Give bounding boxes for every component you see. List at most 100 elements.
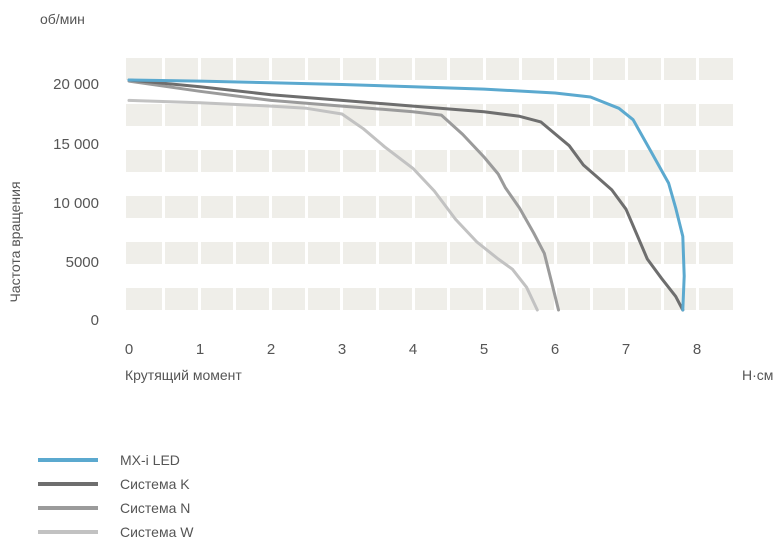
grid-cell [628, 104, 661, 126]
grid-cell [450, 104, 483, 126]
grid-cell [699, 58, 733, 80]
x-unit-label: Н·см [742, 367, 773, 383]
grid-cell [236, 242, 269, 264]
grid-cell [201, 196, 233, 218]
legend-label: Система K [120, 476, 190, 492]
grid-cell [664, 150, 696, 172]
series-line [127, 98, 539, 312]
grid-cell [379, 242, 412, 264]
x-tick-label: 6 [551, 341, 559, 358]
grid-cell [126, 150, 162, 172]
grid-cell [308, 196, 340, 218]
grid-cell [379, 150, 412, 172]
x-tick-label: 1 [196, 341, 204, 358]
grid-cell [126, 288, 162, 310]
grid-cell [699, 196, 733, 218]
grid-cell [272, 196, 305, 218]
y-unit-label: об/мин [40, 11, 85, 27]
legend: MX-i LED Система K Система N Система W [38, 452, 194, 540]
x-tick-label: 7 [622, 341, 630, 358]
grid-cell [557, 104, 590, 126]
grid-cell [272, 104, 305, 126]
grid-cell [557, 196, 590, 218]
x-tick-label: 3 [338, 341, 346, 358]
grid-cell [201, 150, 233, 172]
grid-cell [522, 150, 554, 172]
grid-cell [308, 58, 340, 80]
grid-cell [272, 150, 305, 172]
x-tick-label: 2 [267, 341, 275, 358]
x-tick-label: 8 [693, 341, 701, 358]
grid-cell [664, 196, 696, 218]
grid-cell [236, 150, 269, 172]
grid-cell [522, 288, 554, 310]
x-tick-label: 4 [409, 341, 417, 358]
grid-cell [699, 150, 733, 172]
x-tick-label: 5 [480, 341, 488, 358]
grid-cell [557, 58, 590, 80]
grid-cell [165, 58, 198, 80]
grid-cell [379, 196, 412, 218]
grid-cell [415, 150, 447, 172]
grid-cell [126, 104, 162, 126]
grid-cell [593, 104, 625, 126]
grid-cell [628, 58, 661, 80]
grid-cell [165, 104, 198, 126]
grid-cell [486, 196, 519, 218]
grid-cell [593, 242, 625, 264]
grid-cell [308, 104, 340, 126]
grid-cell [522, 242, 554, 264]
grid-cell [486, 242, 519, 264]
grid-cell [165, 196, 198, 218]
grid-cell [415, 196, 447, 218]
y-tick-label: 0 [91, 312, 99, 329]
y-tick-label: 15 000 [53, 136, 99, 153]
grid-cell [308, 242, 340, 264]
grid-cell [486, 150, 519, 172]
grid-cell [486, 288, 519, 310]
grid-cell [557, 242, 590, 264]
grid-cell [165, 150, 198, 172]
y-tick-label: 10 000 [53, 195, 99, 212]
grid-cell [165, 242, 198, 264]
grid-cell [236, 58, 269, 80]
grid-cell [522, 196, 554, 218]
grid-cell [201, 58, 233, 80]
grid-cell [486, 58, 519, 80]
grid-cell [343, 58, 376, 80]
tick-labels: 0 1 2 3 4 5 6 7 8 0 5000 10 000 15 000 20 000 [53, 76, 701, 358]
legend-label: Система N [120, 500, 190, 516]
y-tick-label: 20 000 [53, 76, 99, 93]
grid-cell [165, 288, 198, 310]
grid-cell [126, 196, 162, 218]
grid-cell [272, 242, 305, 264]
grid-cell [450, 242, 483, 264]
grid-cell [343, 288, 376, 310]
grid-cell [557, 150, 590, 172]
grid-cell [557, 288, 590, 310]
x-tick-label: 0 [125, 341, 133, 358]
grid-cell [593, 150, 625, 172]
grid-cell [126, 242, 162, 264]
legend-label: Система W [120, 524, 194, 540]
grid-cell [126, 58, 162, 80]
grid-cell [415, 242, 447, 264]
x-axis-title: Крутящий момент [125, 367, 242, 383]
grid-cell [415, 288, 447, 310]
grid-cell [450, 150, 483, 172]
grid-cell [272, 58, 305, 80]
grid-cell [593, 58, 625, 80]
grid-cell [522, 58, 554, 80]
grid-cell [664, 242, 696, 264]
y-tick-label: 5000 [66, 254, 99, 271]
grid-cell [699, 242, 733, 264]
grid-cell [308, 288, 340, 310]
grid-cell [664, 104, 696, 126]
series-line [127, 78, 685, 312]
grid-cell [272, 288, 305, 310]
grid-cell [308, 150, 340, 172]
grid-bands [126, 58, 733, 310]
grid-cell [236, 288, 269, 310]
grid-cell [450, 58, 483, 80]
